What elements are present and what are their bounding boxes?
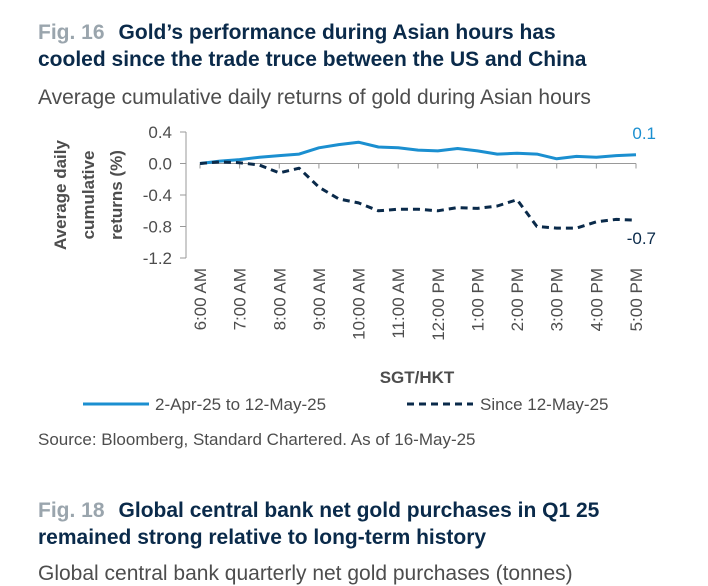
y-tick-label: -0.8 [143,218,172,237]
fig16-title: Fig. 16 Gold’s performance during Asian h… [38,20,586,73]
y-tick-label: 0.4 [148,123,172,142]
x-tick-label: 3:00 PM [548,268,567,331]
x-tick-label: 5:00 PM [627,268,646,331]
fig16-title-line1: Gold’s performance during Asian hours ha… [118,21,556,44]
x-tick-label: 8:00 AM [270,268,289,330]
fig16-number: Fig. 16 [38,21,105,44]
series-end-label-1: 0.1 [632,124,656,143]
legend: 2-Apr-25 to 12-May-25 Since 12-May-25 [83,395,609,414]
y-axis-label-line: cumulative [79,151,98,240]
x-tick-label: 7:00 AM [231,268,250,330]
y-tick-label: -0.4 [143,186,172,205]
x-tick-label: 1:00 PM [468,268,487,331]
fig18-subtitle: Global central bank quarterly net gold p… [38,562,573,585]
y-tick-label: 0.0 [148,155,172,174]
fig16-title-line2: cooled since the trade truce between the… [38,48,587,71]
x-tick-label: 2:00 PM [508,268,527,331]
plot-area: 0.1 -0.7 [199,124,656,248]
fig18-title-line2: remained strong relative to long-term hi… [38,526,487,549]
y-axis: 0.4 0.0 -0.4 -0.8 -1.2 [143,123,187,268]
fig18-title-line1: Global central bank net gold purchases i… [118,499,600,522]
y-axis-label-line: Average daily [51,139,70,249]
y-axis-label-line: returns (%) [107,150,126,240]
y-axis-label: Average daily cumulative returns (%) [51,139,126,249]
x-tick-label: 6:00 AM [191,268,210,330]
fig16-chart: Average daily cumulative returns (%) 0.40.… [51,123,656,414]
series-end-label-2: -0.7 [627,229,656,248]
legend-label-1: 2-Apr-25 to 12-May-25 [155,395,326,414]
series-line-2 [199,160,637,230]
x-tick-label: 10:00 AM [350,268,369,340]
x-tick-label: 11:00 AM [389,268,408,339]
x-axis: 6:00 AM 7:00 AM 8:00 AM 9:00 AM 10:00 AM 11:0… [191,163,646,341]
x-tick-label: 12:00 PM [429,268,448,341]
x-tick-label: 4:00 PM [587,268,606,331]
series-line-1 [199,140,637,165]
legend-label-2: Since 12-May-25 [480,395,609,414]
y-tick-label: -1.2 [143,249,172,268]
x-tick-label: 9:00 AM [310,268,329,330]
fig16-subtitle: Average cumulative daily returns of gold… [38,86,591,109]
fig18-title: Fig. 18 Global central bank net gold purc… [38,498,599,551]
fig16-source: Source: Bloomberg, Standard Chartered. A… [38,430,476,449]
x-axis-label: SGT/HKT [380,368,455,387]
fig18-number: Fig. 18 [38,499,105,522]
